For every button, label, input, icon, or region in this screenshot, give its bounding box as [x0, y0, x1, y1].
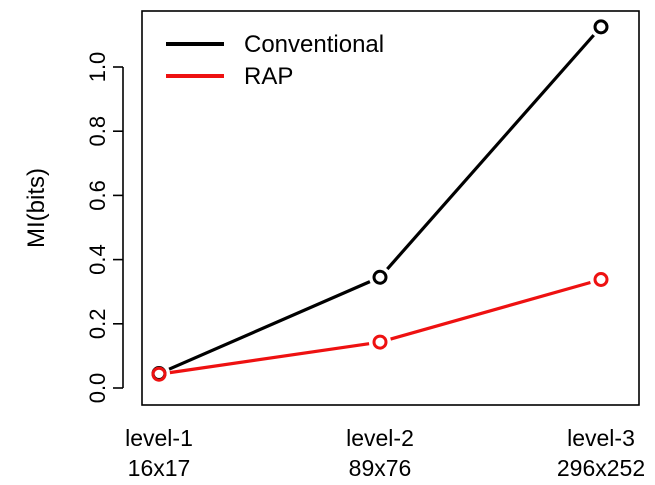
rap-point — [151, 366, 167, 382]
x-category-sublabel: 296x252 — [557, 455, 645, 481]
plot-frame — [141, 10, 640, 406]
legend: Conventional RAP — [166, 31, 384, 90]
legend-label-rap: RAP — [244, 63, 293, 90]
y-axis: 0.0 0.2 0.4 0.6 0.8 1.0 — [85, 52, 124, 404]
y-tick-label: 0.0 — [85, 373, 110, 404]
conventional-line-segment — [386, 34, 595, 271]
y-axis-label: MI(bits) — [23, 168, 50, 248]
y-tick-label: 0.2 — [85, 309, 110, 340]
y-tick-label: 0.4 — [85, 244, 110, 275]
series-layer — [151, 19, 609, 382]
x-category-sublabel: 16x17 — [128, 455, 191, 481]
x-category-label: level-1 — [125, 425, 193, 451]
rap-point — [593, 272, 609, 288]
conventional-point — [372, 269, 388, 285]
x-category-label: level-3 — [567, 425, 635, 451]
rap-line-segment — [390, 280, 591, 341]
conventional-line-segment — [168, 280, 371, 371]
y-tick-label: 0.8 — [85, 116, 110, 147]
y-tick-label: 1.0 — [85, 52, 110, 83]
conventional-point — [593, 19, 609, 35]
y-tick-label: 0.6 — [85, 180, 110, 211]
legend-label-conventional: Conventional — [244, 31, 384, 58]
x-category-sublabel: 89x76 — [349, 455, 412, 481]
x-axis-labels: level-1 16x17 level-2 89x76 level-3 296x252 — [125, 425, 645, 481]
rap-point — [372, 334, 388, 350]
rap-line-segment — [169, 342, 370, 375]
x-category-label: level-2 — [346, 425, 414, 451]
